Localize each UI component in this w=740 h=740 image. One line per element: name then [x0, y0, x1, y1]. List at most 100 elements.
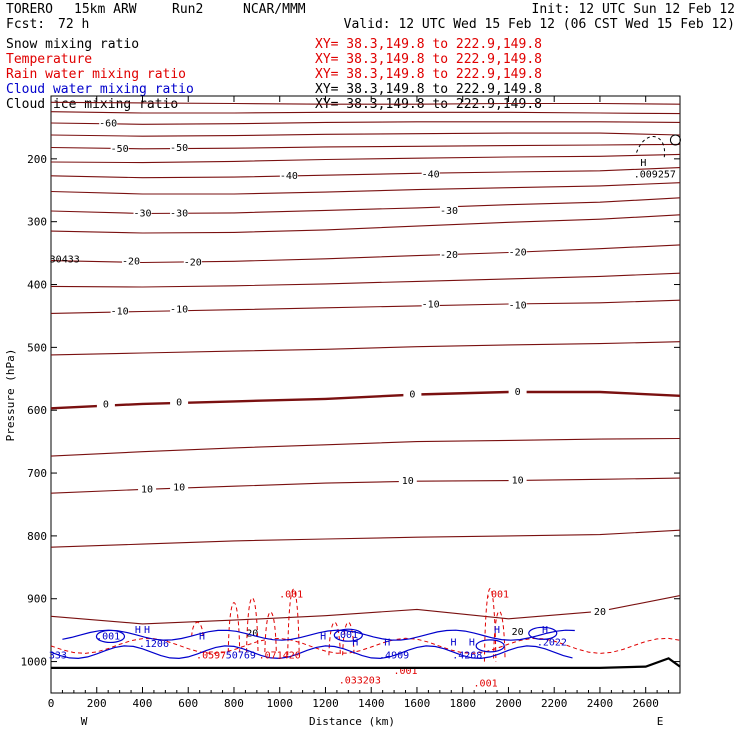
isotherm--65: [50, 111, 681, 115]
y-tick-label: 600: [27, 404, 47, 417]
x-tick-label: 600: [178, 697, 198, 710]
cloud-cell: [95, 629, 126, 644]
legend: Snow mixing ratio XY= 38.3,149.8 to 222.9…: [6, 37, 542, 112]
x-tick-label: 200: [87, 697, 107, 710]
isotherm-label-bg: [439, 248, 458, 260]
terrain-line: [51, 657, 681, 669]
isotherm-label-bg: [170, 142, 189, 154]
isotherm-label-bg: [508, 246, 527, 258]
y-tick-label: 700: [27, 467, 47, 480]
legend-item-name: Rain water mixing ratio: [6, 67, 186, 82]
isotherm-label: 0: [515, 387, 521, 398]
isotherm-label: -20: [184, 258, 202, 269]
isotherm-label-bg: [439, 205, 458, 217]
isotherm-label-bg: [99, 117, 118, 129]
rain-label: .001: [279, 589, 303, 600]
isotherm-label-bg: [243, 627, 262, 639]
isotherm-label: 10: [402, 476, 414, 487]
isotherm--10: [50, 299, 681, 314]
isotherm-label-bg: [508, 385, 527, 397]
isotherm-label: -10: [170, 305, 188, 316]
isotherm-label: 20: [594, 607, 606, 618]
cloud-label: .1206: [139, 639, 169, 650]
x-tick-label: 2600: [632, 697, 659, 710]
isotherm--15: [50, 272, 681, 288]
isotherm-label-bg: [170, 303, 189, 315]
rain-contour: [287, 588, 300, 656]
isotherm-label: -50: [170, 143, 188, 154]
isotherm-0: [50, 390, 681, 410]
y-tick-label: 200: [27, 153, 47, 166]
cloud-label: .4909: [379, 650, 409, 661]
isotherm-5: [50, 437, 681, 457]
isotherm--70: [50, 101, 681, 105]
isotherm-20: [50, 595, 681, 625]
legend-item-xy: XY= 38.3,149.8 to 222.9,149.8: [315, 67, 542, 82]
isotherm-label: -20: [122, 256, 140, 267]
high-marker: H: [469, 638, 475, 649]
rain-contour: [264, 611, 277, 653]
organization: NCAR/MMM: [243, 2, 306, 17]
run-name: Run2: [172, 2, 203, 17]
isotherm-label-bg: [398, 475, 417, 487]
rain-contour: [342, 621, 355, 656]
isotherm-label: -40: [422, 170, 440, 181]
cloud-label: 333: [49, 650, 67, 661]
cloud-label: .009257: [634, 170, 676, 181]
legend-item-name: Cloud ice mixing ratio: [6, 97, 178, 112]
x-tick-label: 800: [224, 697, 244, 710]
high-marker: H: [144, 625, 150, 636]
west-label: W: [81, 715, 88, 728]
isotherm-label: -20: [509, 247, 527, 258]
isotherm--35: [50, 182, 681, 195]
cloud-label: .001: [96, 631, 120, 642]
isotherm-label: 10: [512, 476, 524, 487]
x-tick-label: 0: [48, 697, 55, 710]
high-marker: H: [640, 158, 646, 169]
high-marker: H: [494, 625, 500, 636]
cloud-label: 30433: [50, 254, 80, 265]
isotherm-label: -30: [440, 206, 458, 217]
isotherm-label: -10: [111, 307, 129, 318]
x-tick-label: 2000: [495, 697, 522, 710]
y-tick-label: 800: [27, 530, 47, 543]
isotherm-label: 0: [176, 398, 182, 409]
init-time: Init: 12 UTC Sun 12 Feb 12: [532, 2, 736, 17]
isotherm-label: -30: [133, 209, 151, 220]
x-tick-label: 400: [133, 697, 153, 710]
isotherm-label-bg: [170, 481, 189, 493]
isotherm-10: [50, 477, 681, 494]
resolution: 15km ARW: [74, 2, 137, 17]
x-tick-label: 1800: [449, 697, 476, 710]
rain-contour: [227, 602, 241, 653]
isotherm-label: -60: [99, 119, 117, 130]
isotherm-label-bg: [110, 305, 129, 317]
isotherm-label-bg: [170, 396, 189, 408]
plot-frame: [50, 95, 681, 694]
isotherm-label-bg: [508, 474, 527, 486]
isotherm-label-bg: [508, 626, 527, 638]
y-tick-label: 1000: [21, 656, 48, 669]
isotherm--45: [50, 153, 681, 164]
rain-label: .033203: [339, 675, 381, 686]
isotherm-label-bg: [279, 169, 298, 181]
legend-item-name: Snow mixing ratio: [6, 37, 139, 52]
rain-label: .071420: [259, 650, 301, 661]
isotherm-label-bg: [96, 398, 115, 410]
cloud-cell: [475, 639, 505, 653]
cloud-label: .4268: [452, 650, 482, 661]
rain-contour: [483, 588, 497, 662]
isotherm-label: 10: [173, 483, 185, 494]
high-marker: H: [320, 631, 326, 642]
axes: 0 200 400 600 800 1000 1200 1400 1600 1800 2000 220…: [21, 96, 680, 710]
x-axis-label: Distance (km): [309, 715, 395, 728]
cloud-label: .001: [334, 630, 358, 641]
fcst-label: Fcst:: [6, 17, 45, 32]
isotherm--40: [50, 167, 681, 179]
cloud-cell: [528, 626, 558, 640]
x-tick-label: 1600: [404, 697, 431, 710]
high-marker: H: [352, 638, 358, 649]
isotherm-label: 0: [103, 400, 109, 411]
y-axis-label: Pressure (hPa): [4, 349, 17, 442]
